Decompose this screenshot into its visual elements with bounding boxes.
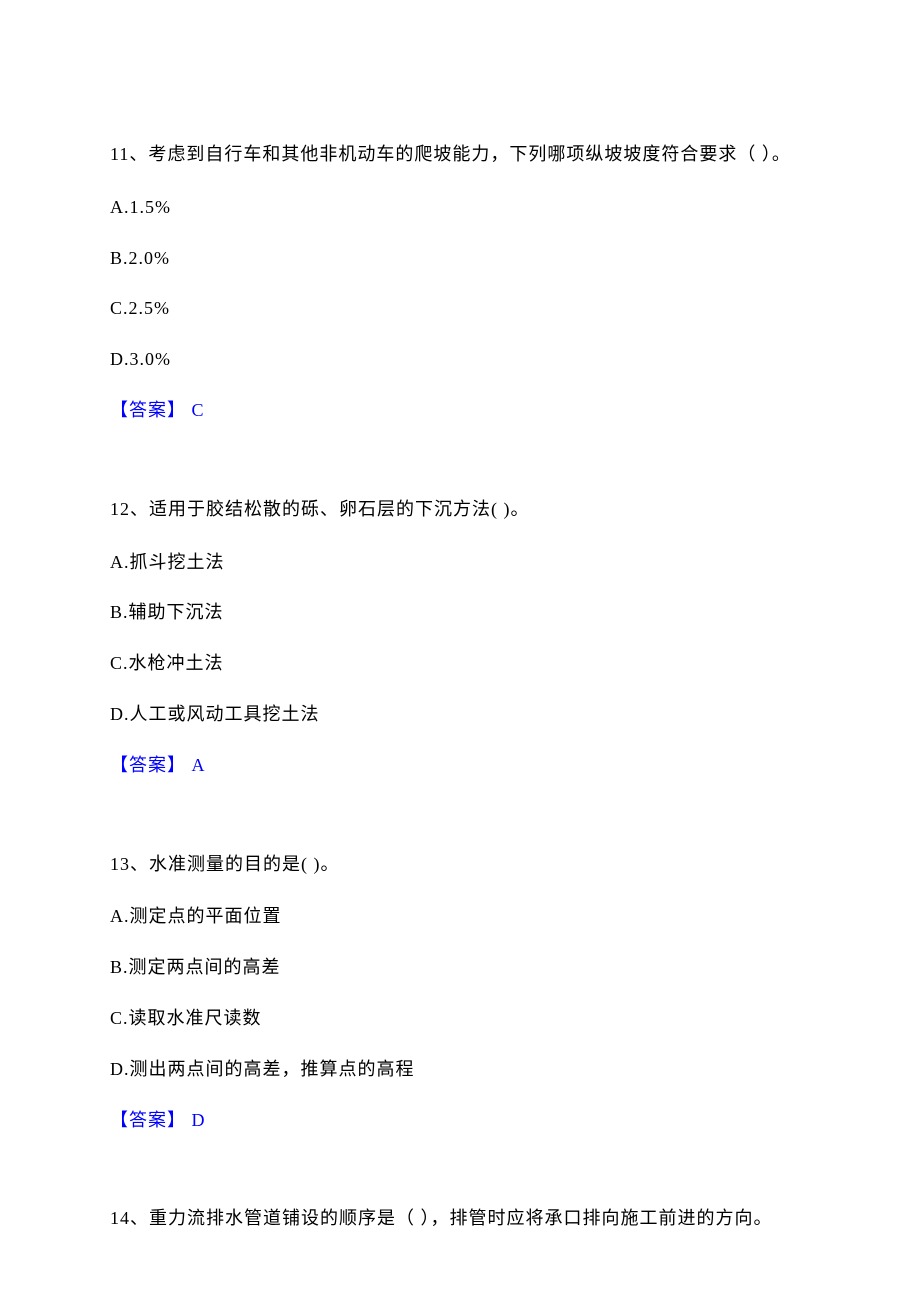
answer-value: D — [192, 1110, 206, 1130]
question-text: 13、水准测量的目的是( )。 — [110, 850, 810, 879]
answer: 【答案】 A — [110, 751, 810, 780]
answer-value: C — [192, 400, 205, 420]
answer: 【答案】 D — [110, 1106, 810, 1135]
answer-label: 【答案】 — [110, 755, 192, 775]
option-d: D.3.0% — [110, 345, 810, 374]
option-d: D.测出两点间的高差，推算点的高程 — [110, 1055, 810, 1084]
option-a: A.测定点的平面位置 — [110, 902, 810, 931]
answer-value: A — [192, 755, 206, 775]
option-c: C.读取水准尺读数 — [110, 1004, 810, 1033]
question-12: 12、适用于胶结松散的砾、卵石层的下沉方法( )。 A.抓斗挖土法 B.辅助下沉… — [110, 495, 810, 780]
question-text: 11、考虑到自行车和其他非机动车的爬坡能力，下列哪项纵坡坡度符合要求（ ）。 — [110, 140, 810, 169]
option-b: B.辅助下沉法 — [110, 598, 810, 627]
option-a: A.1.5% — [110, 193, 810, 222]
option-a: A.抓斗挖土法 — [110, 548, 810, 577]
option-b: B.测定两点间的高差 — [110, 953, 810, 982]
answer: 【答案】 C — [110, 396, 810, 425]
option-c: C.2.5% — [110, 294, 810, 323]
option-b: B.2.0% — [110, 244, 810, 273]
question-13: 13、水准测量的目的是( )。 A.测定点的平面位置 B.测定两点间的高差 C.… — [110, 850, 810, 1135]
question-text: 12、适用于胶结松散的砾、卵石层的下沉方法( )。 — [110, 495, 810, 524]
option-d: D.人工或风动工具挖土法 — [110, 700, 810, 729]
option-c: C.水枪冲土法 — [110, 649, 810, 678]
answer-label: 【答案】 — [110, 400, 192, 420]
answer-label: 【答案】 — [110, 1110, 192, 1130]
question-11: 11、考虑到自行车和其他非机动车的爬坡能力，下列哪项纵坡坡度符合要求（ ）。 A… — [110, 140, 810, 425]
question-14: 14、重力流排水管道铺设的顺序是（ ），排管时应将承口排向施工前进的方向。 — [110, 1204, 810, 1233]
question-text: 14、重力流排水管道铺设的顺序是（ ），排管时应将承口排向施工前进的方向。 — [110, 1204, 810, 1233]
